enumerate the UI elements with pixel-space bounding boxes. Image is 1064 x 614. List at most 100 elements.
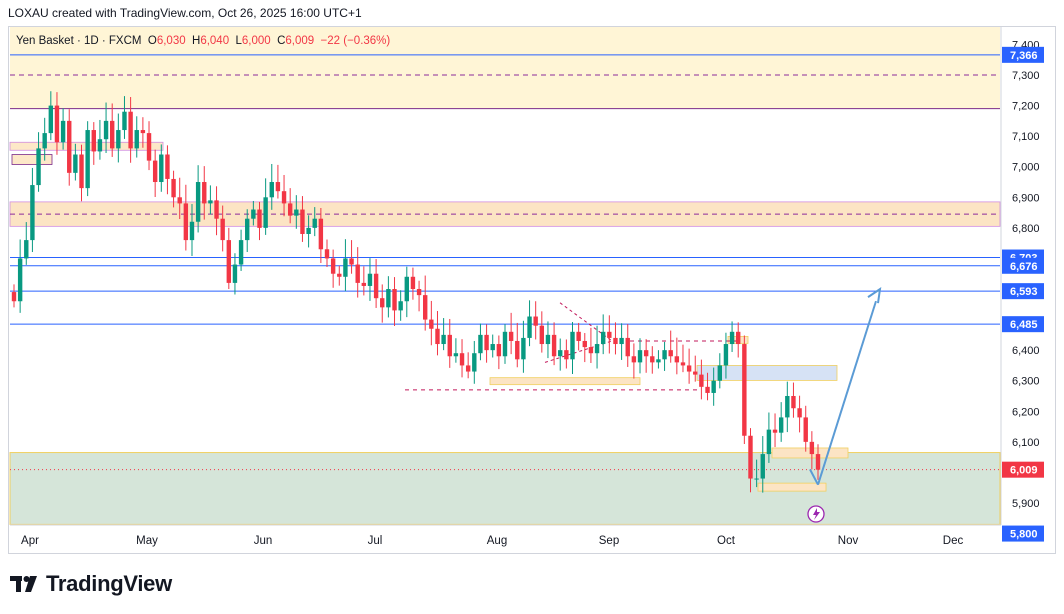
candle-body bbox=[680, 362, 686, 366]
price-tick-label: 7,000 bbox=[1012, 162, 1040, 174]
candle-body bbox=[245, 218, 250, 241]
candle-body bbox=[263, 197, 268, 228]
candle-body bbox=[619, 337, 624, 345]
candle-body bbox=[146, 133, 152, 161]
price-label-text: 5,800 bbox=[1010, 529, 1038, 541]
candle-body bbox=[97, 139, 103, 152]
candle-body bbox=[214, 200, 219, 219]
candle-body bbox=[324, 249, 330, 259]
candle-body bbox=[502, 331, 508, 357]
candle-body bbox=[287, 203, 293, 216]
candle-body bbox=[423, 295, 428, 320]
candle-body bbox=[404, 276, 409, 302]
candle-body bbox=[416, 289, 422, 296]
candle-body bbox=[582, 340, 587, 348]
price-label-text: 6,676 bbox=[1010, 261, 1038, 273]
tradingview-brand[interactable]: TradingView bbox=[10, 571, 172, 597]
candle-body bbox=[778, 417, 784, 433]
candle-body bbox=[116, 130, 121, 149]
candle-body bbox=[729, 331, 735, 345]
candle-body bbox=[257, 209, 262, 228]
candle-body bbox=[128, 111, 133, 149]
time-tick-label: Oct bbox=[717, 535, 736, 547]
candle-body bbox=[183, 203, 189, 241]
candle-body bbox=[564, 350, 569, 360]
candle-body bbox=[723, 344, 729, 366]
candle-body bbox=[220, 218, 225, 241]
candle-body bbox=[380, 298, 385, 308]
candle-body bbox=[472, 353, 477, 372]
candle-body bbox=[785, 396, 790, 418]
legend-low: 6,000 bbox=[241, 35, 271, 47]
candle-body bbox=[11, 292, 17, 302]
supply-zone-top bbox=[10, 27, 1000, 109]
time-tick-label: Nov bbox=[838, 535, 859, 547]
candle-body bbox=[650, 356, 655, 363]
price-label-text: 6,009 bbox=[1010, 465, 1038, 477]
candle-body bbox=[238, 240, 244, 265]
candle-body bbox=[24, 240, 29, 259]
projection-arrow bbox=[817, 300, 877, 485]
legend-open-label: O bbox=[147, 35, 157, 47]
candle-body bbox=[91, 130, 96, 152]
candle-body bbox=[226, 240, 232, 283]
price-tick-label: 6,100 bbox=[1012, 437, 1040, 449]
time-tick-label: Dec bbox=[943, 535, 964, 547]
candle-body bbox=[232, 264, 238, 283]
annotation-box bbox=[11, 154, 53, 165]
candle-body bbox=[637, 350, 643, 363]
legend-high-label: H bbox=[192, 35, 201, 47]
candle-body bbox=[797, 408, 802, 418]
time-tick-label: May bbox=[136, 535, 158, 547]
candle-body bbox=[361, 282, 367, 286]
candle-body bbox=[103, 120, 109, 140]
candle-body bbox=[152, 160, 158, 183]
candle-body bbox=[742, 344, 747, 436]
candle-body bbox=[766, 429, 772, 455]
candle-body bbox=[269, 182, 274, 198]
candle-body bbox=[159, 154, 164, 183]
price-tick-label: 6,300 bbox=[1012, 376, 1040, 388]
candle-body bbox=[686, 365, 692, 372]
candle-body bbox=[478, 334, 483, 354]
candle-body bbox=[717, 365, 723, 381]
lightning-icon bbox=[813, 508, 820, 520]
annotation-box bbox=[757, 482, 827, 492]
legend-close: 6,009 bbox=[285, 35, 315, 47]
candle-body bbox=[625, 337, 630, 357]
chart-frame bbox=[8, 26, 1056, 554]
legend-high: 6,040 bbox=[200, 35, 230, 47]
candle-body bbox=[300, 209, 305, 234]
candle-body bbox=[177, 197, 182, 204]
legend-change: −22 (−0.36%) bbox=[320, 35, 391, 47]
candle-body bbox=[410, 276, 416, 290]
candle-body bbox=[17, 258, 23, 302]
price-tick-label: 5,900 bbox=[1012, 498, 1040, 510]
candle-body bbox=[398, 301, 403, 311]
candle-body bbox=[355, 264, 360, 283]
candle-body bbox=[600, 331, 606, 345]
time-tick-label: Sep bbox=[599, 535, 619, 547]
candle-body bbox=[484, 334, 489, 351]
legend-symbol: Yen Basket · 1D · FXCM bbox=[16, 35, 142, 47]
candle-body bbox=[815, 454, 821, 470]
candle-body bbox=[754, 478, 759, 480]
candle-body bbox=[251, 209, 256, 219]
candle-body bbox=[527, 316, 532, 338]
candle-body bbox=[496, 344, 502, 357]
candle-body bbox=[705, 386, 710, 393]
candle-body bbox=[791, 396, 796, 409]
candle-body bbox=[588, 347, 594, 354]
price-label-badge bbox=[1002, 283, 1044, 300]
candle-body bbox=[386, 289, 391, 308]
price-label-text: 6,485 bbox=[1010, 319, 1038, 331]
candle-body bbox=[736, 331, 741, 345]
price-label-badge bbox=[1002, 525, 1044, 542]
price-label-badge bbox=[1002, 316, 1044, 333]
time-tick-label: Aug bbox=[487, 535, 507, 547]
price-tick-label: 7,100 bbox=[1012, 131, 1040, 143]
candle-body bbox=[809, 441, 815, 455]
candle-body bbox=[803, 417, 808, 442]
demand-zone bbox=[9, 452, 1001, 525]
